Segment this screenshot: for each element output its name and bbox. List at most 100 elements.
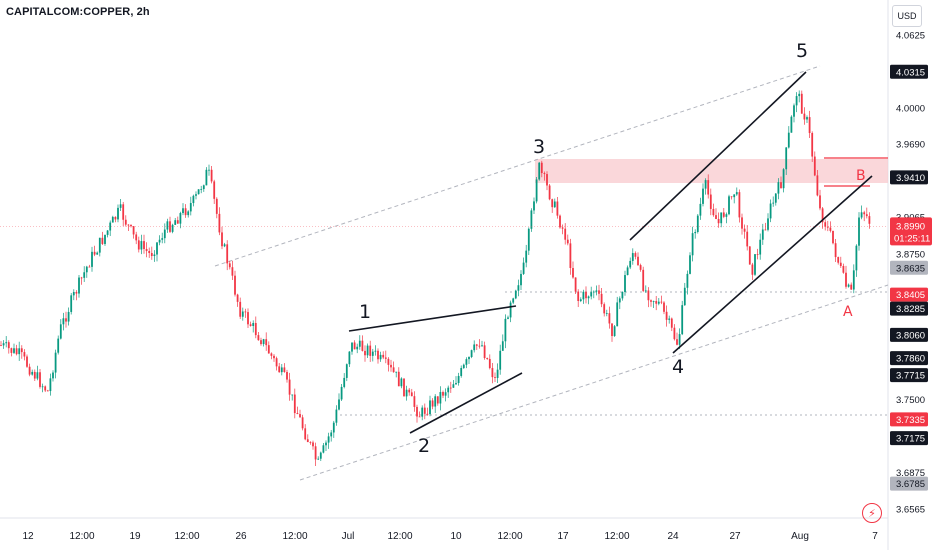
- candle-body-565: [564, 228, 567, 240]
- candle-body-869: [868, 216, 871, 224]
- price-label-2: 3.8635: [896, 263, 925, 274]
- candle-body-331: [330, 432, 333, 437]
- candle-body-669: [668, 318, 671, 320]
- candle-body-404: [403, 378, 405, 397]
- candle-body-113: [111, 216, 114, 223]
- x-tick-0: 12: [22, 531, 34, 542]
- candle-body-22: [20, 348, 23, 353]
- candles: [0, 90, 871, 467]
- price-label-box-6: [890, 351, 928, 366]
- candle-body-258: [257, 335, 260, 341]
- candle-body-100: [98, 237, 101, 253]
- candle-body-342: [340, 386, 343, 400]
- candle-body-378: [377, 350, 379, 360]
- candle-body-381: [379, 354, 382, 360]
- candle-body-53: [52, 372, 54, 379]
- candle-body-552: [551, 199, 554, 208]
- candle-body-373: [371, 351, 374, 356]
- candle-body-557: [556, 201, 559, 216]
- candle-body-843: [842, 265, 845, 273]
- candle-body-4: [2, 343, 5, 346]
- candle-body-14: [13, 348, 15, 353]
- candle-body-516: [514, 290, 517, 299]
- candle-body-487: [486, 358, 489, 359]
- candle-body-656: [655, 301, 658, 304]
- candle-body-862: [860, 212, 863, 218]
- candle-body-768: [767, 218, 769, 230]
- price-axis[interactable]: 4.06254.00003.96903.90653.87503.75003.68…: [0, 31, 932, 516]
- candle-body-357: [356, 346, 359, 350]
- candle-body-388: [387, 358, 390, 365]
- candle-body-802: [800, 93, 803, 114]
- candle-body-17: [15, 348, 18, 355]
- candle-body-305: [304, 428, 307, 440]
- candle-body-261: [260, 340, 262, 345]
- candle-body-43: [41, 386, 44, 388]
- candle-body-703: [702, 188, 704, 204]
- candle-body-63: [62, 318, 65, 325]
- candle-body-69: [67, 311, 70, 322]
- candle-body-830: [829, 227, 832, 231]
- candle-body-136: [135, 234, 138, 241]
- x-tick-13: 27: [729, 531, 741, 542]
- candle-body-66: [65, 318, 67, 322]
- price-label-box-0: [890, 64, 928, 79]
- candle-body-433: [431, 400, 434, 407]
- candle-body-789: [787, 132, 790, 148]
- candle-body-609: [608, 313, 611, 324]
- candle-body-147: [145, 248, 148, 252]
- candle-body-134: [132, 226, 135, 235]
- wave-label-5: 5: [796, 40, 808, 62]
- candle-body-256: [254, 322, 257, 336]
- candle-body-334: [332, 422, 335, 433]
- candle-body-563: [561, 227, 564, 229]
- candle-body-677: [676, 339, 678, 345]
- candle-body-472: [470, 350, 473, 358]
- candle-body-230: [228, 263, 231, 268]
- time-axis[interactable]: 12 12:00 19 12:00 26 12:00 Jul 12:00 10 12:00 17 12…: [22, 531, 878, 542]
- candle-body-521: [520, 273, 522, 286]
- candle-body-539: [538, 162, 541, 180]
- candle-body-368: [366, 345, 369, 356]
- candle-body-238: [236, 294, 239, 302]
- trendlines: [348, 71, 873, 434]
- candle-body-791: [790, 116, 793, 133]
- candle-body-295: [293, 394, 296, 414]
- candle-body-596: [595, 290, 598, 292]
- currency-button[interactable]: USD: [892, 5, 922, 27]
- price-label-7: 3.7715: [896, 371, 925, 382]
- candle-body-56: [54, 352, 57, 373]
- candle-body-435: [434, 396, 437, 407]
- candle-body-173: [171, 224, 174, 232]
- candle-body-511: [509, 302, 512, 318]
- candle-body-648: [647, 290, 650, 301]
- candle-body-745: [743, 228, 746, 232]
- candle-body-108: [106, 230, 109, 235]
- x-tick-2: 19: [129, 531, 141, 542]
- candle-body-375: [374, 350, 377, 352]
- candle-body-352: [351, 342, 353, 352]
- candle-body-578: [577, 291, 580, 302]
- candle-body-407: [405, 389, 408, 397]
- candle-body-453: [452, 384, 455, 388]
- candle-body-235: [234, 275, 236, 295]
- candle-body-524: [522, 262, 525, 274]
- x-tick-8: 10: [450, 531, 462, 542]
- candle-body-329: [327, 436, 330, 443]
- candle-body-466: [465, 359, 468, 365]
- price-label-box-2: [890, 260, 928, 275]
- candle-body-612: [611, 323, 613, 337]
- candle-body-399: [397, 371, 400, 387]
- candle-body-760: [759, 239, 762, 255]
- price-label-box-1: [890, 170, 928, 185]
- candle-body-825: [824, 222, 827, 227]
- candle-body-383: [382, 354, 385, 358]
- candle-body-547: [546, 174, 548, 186]
- lightning-icon[interactable]: ⚡: [862, 503, 882, 523]
- candle-body-752: [751, 264, 754, 275]
- price-label-box-7: [890, 368, 928, 383]
- candle-body-6: [5, 342, 8, 344]
- candle-body-823: [821, 208, 824, 223]
- candle-body-495: [494, 377, 496, 378]
